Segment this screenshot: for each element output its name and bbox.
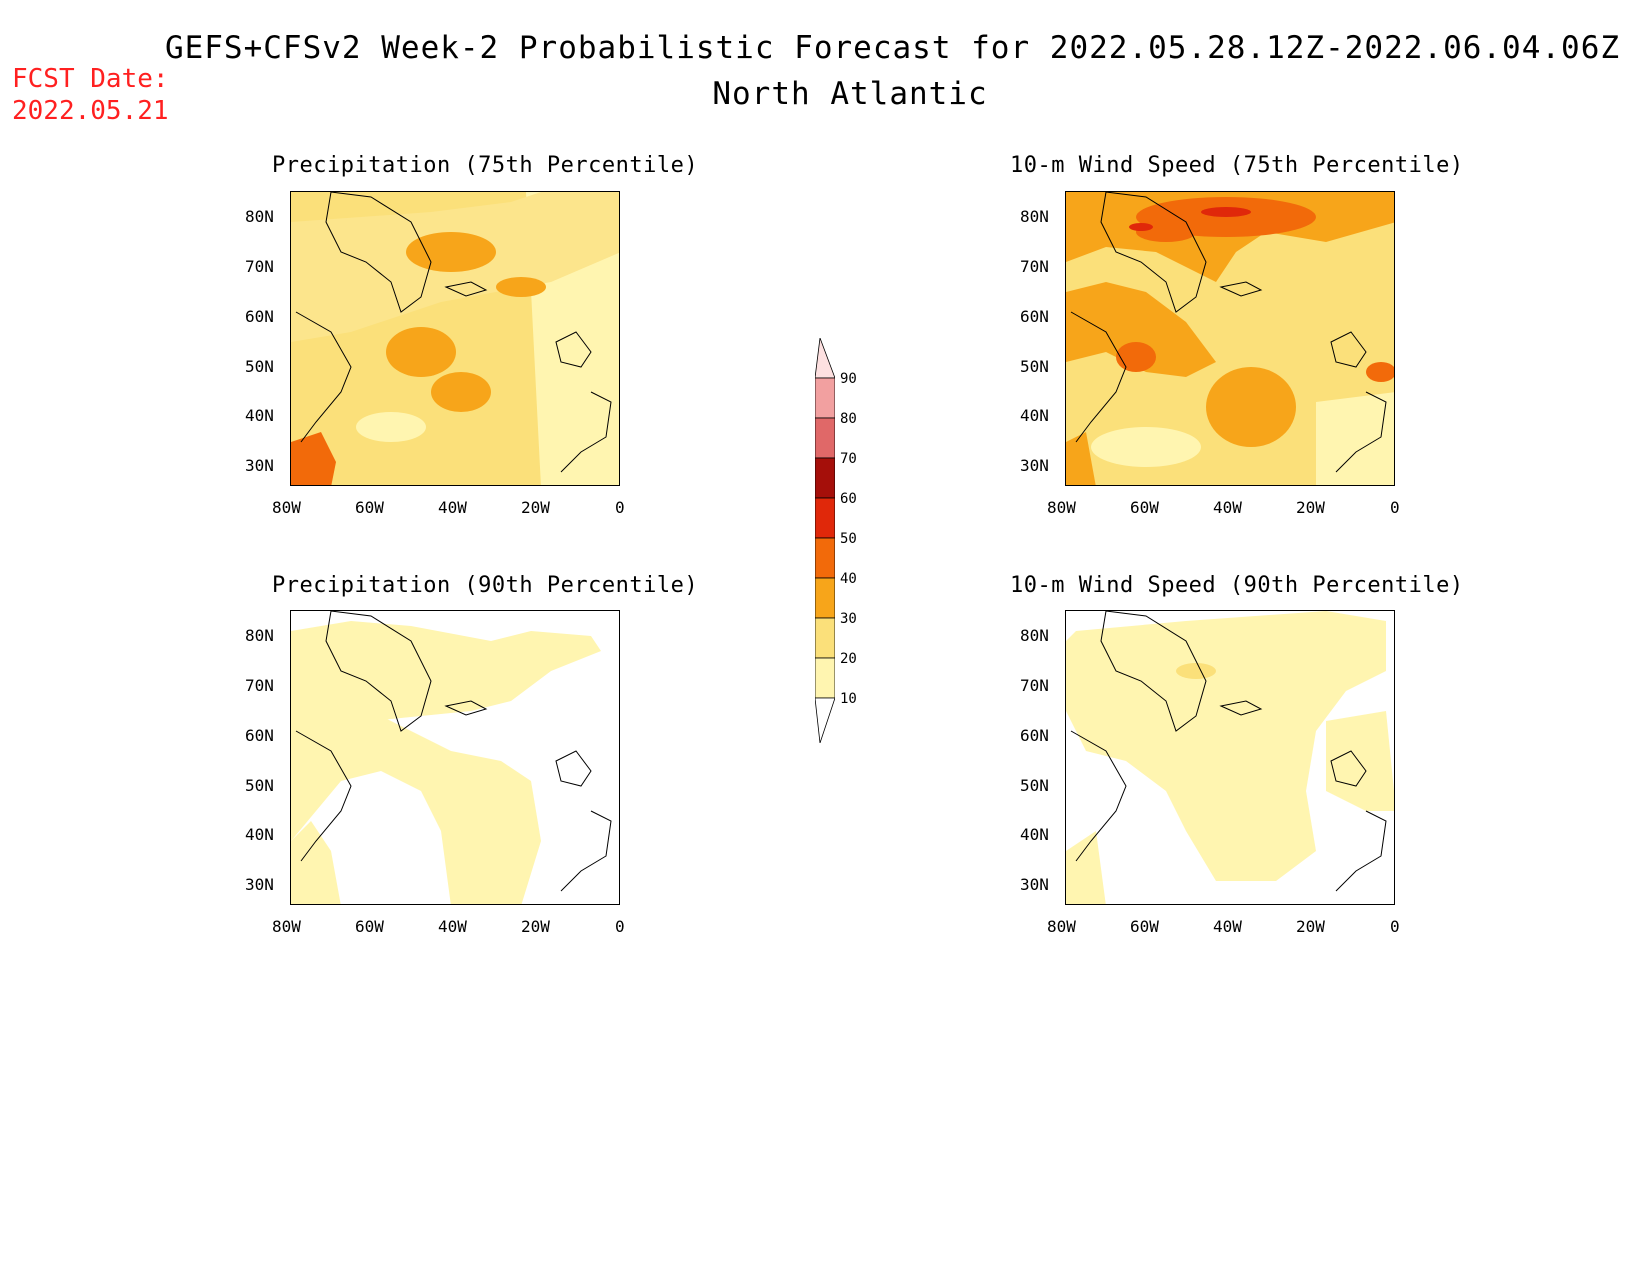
lon-label-20w: 20W xyxy=(521,498,550,517)
color-bar xyxy=(815,338,835,743)
color-bar-swatch-40 xyxy=(815,537,835,579)
lon-label-40w: 40W xyxy=(438,917,467,936)
legend-label-80: 80 xyxy=(840,411,857,427)
color-bar-bottom-arrow xyxy=(815,697,835,743)
lat-label-40n: 40N xyxy=(245,406,274,425)
map-precip-75 xyxy=(290,191,620,486)
lat-label-80n: 80N xyxy=(245,626,274,645)
legend-label-50: 50 xyxy=(840,531,857,547)
lat-label-30n: 30N xyxy=(245,875,274,894)
lat-label-60n: 60N xyxy=(245,307,274,326)
lon-label-0: 0 xyxy=(615,498,625,517)
map-wind-75 xyxy=(1065,191,1395,486)
legend-label-40: 40 xyxy=(840,571,857,587)
map-wind-90 xyxy=(1065,610,1395,905)
lon-label-20w: 20W xyxy=(521,917,550,936)
color-bar-top-arrow xyxy=(815,338,835,379)
lat-label-80n: 80N xyxy=(245,207,274,226)
lon-label-60w: 60W xyxy=(1130,917,1159,936)
lat-label-70n: 70N xyxy=(1020,676,1049,695)
panel-title-precip-90: Precipitation (90th Percentile) xyxy=(272,573,699,598)
panel-title-wind-75: 10-m Wind Speed (75th Percentile) xyxy=(1010,153,1464,178)
chart-title: GEFS+CFSv2 Week-2 Probabilistic Forecast… xyxy=(164,30,1621,66)
lon-label-40w: 40W xyxy=(1213,498,1242,517)
lon-label-40w: 40W xyxy=(438,498,467,517)
lon-label-80w: 80W xyxy=(272,917,301,936)
legend-label-70: 70 xyxy=(840,451,857,467)
lon-label-60w: 60W xyxy=(355,917,384,936)
lon-label-80w: 80W xyxy=(1047,498,1076,517)
lat-label-50n: 50N xyxy=(1020,776,1049,795)
legend-label-10: 10 xyxy=(840,691,857,707)
color-bar-swatch-80 xyxy=(815,377,835,419)
legend-label-60: 60 xyxy=(840,491,857,507)
map-precip-90 xyxy=(290,610,620,905)
lon-label-80w: 80W xyxy=(1047,917,1076,936)
lat-label-50n: 50N xyxy=(245,776,274,795)
lon-label-80w: 80W xyxy=(272,498,301,517)
color-bar-swatch-50 xyxy=(815,497,835,539)
lat-label-70n: 70N xyxy=(1020,257,1049,276)
lat-label-70n: 70N xyxy=(245,257,274,276)
panel-title-wind-90: 10-m Wind Speed (90th Percentile) xyxy=(1010,573,1464,598)
legend-label-90: 90 xyxy=(840,371,857,387)
lat-label-30n: 30N xyxy=(245,456,274,475)
lat-label-50n: 50N xyxy=(1020,357,1049,376)
lon-label-60w: 60W xyxy=(355,498,384,517)
lat-label-50n: 50N xyxy=(245,357,274,376)
panel-title-precip-75: Precipitation (75th Percentile) xyxy=(272,153,699,178)
color-bar-swatch-60 xyxy=(815,457,835,499)
lon-label-0: 0 xyxy=(615,917,625,936)
lat-label-60n: 60N xyxy=(1020,307,1049,326)
legend-label-20: 20 xyxy=(840,651,857,667)
lon-label-60w: 60W xyxy=(1130,498,1159,517)
lon-label-40w: 40W xyxy=(1213,917,1242,936)
fcst-date-value: 2022.05.21 xyxy=(12,96,169,126)
lat-label-60n: 60N xyxy=(245,726,274,745)
color-bar-swatch-10 xyxy=(815,657,835,699)
lat-label-30n: 30N xyxy=(1020,875,1049,894)
lon-label-0: 0 xyxy=(1390,498,1400,517)
lat-label-40n: 40N xyxy=(245,825,274,844)
lat-label-70n: 70N xyxy=(245,676,274,695)
lat-label-80n: 80N xyxy=(1020,207,1049,226)
lat-label-40n: 40N xyxy=(1020,406,1049,425)
lon-label-20w: 20W xyxy=(1296,917,1325,936)
lon-label-0: 0 xyxy=(1390,917,1400,936)
lat-label-60n: 60N xyxy=(1020,726,1049,745)
lat-label-30n: 30N xyxy=(1020,456,1049,475)
color-bar-swatch-30 xyxy=(815,577,835,619)
fcst-date-label: FCST Date: xyxy=(12,64,169,94)
color-bar-swatch-20 xyxy=(815,617,835,659)
legend-label-30: 30 xyxy=(840,611,857,627)
lat-label-80n: 80N xyxy=(1020,626,1049,645)
color-bar-swatch-70 xyxy=(815,417,835,459)
lon-label-20w: 20W xyxy=(1296,498,1325,517)
region-subtitle: North Atlantic xyxy=(712,76,988,112)
lat-label-40n: 40N xyxy=(1020,825,1049,844)
